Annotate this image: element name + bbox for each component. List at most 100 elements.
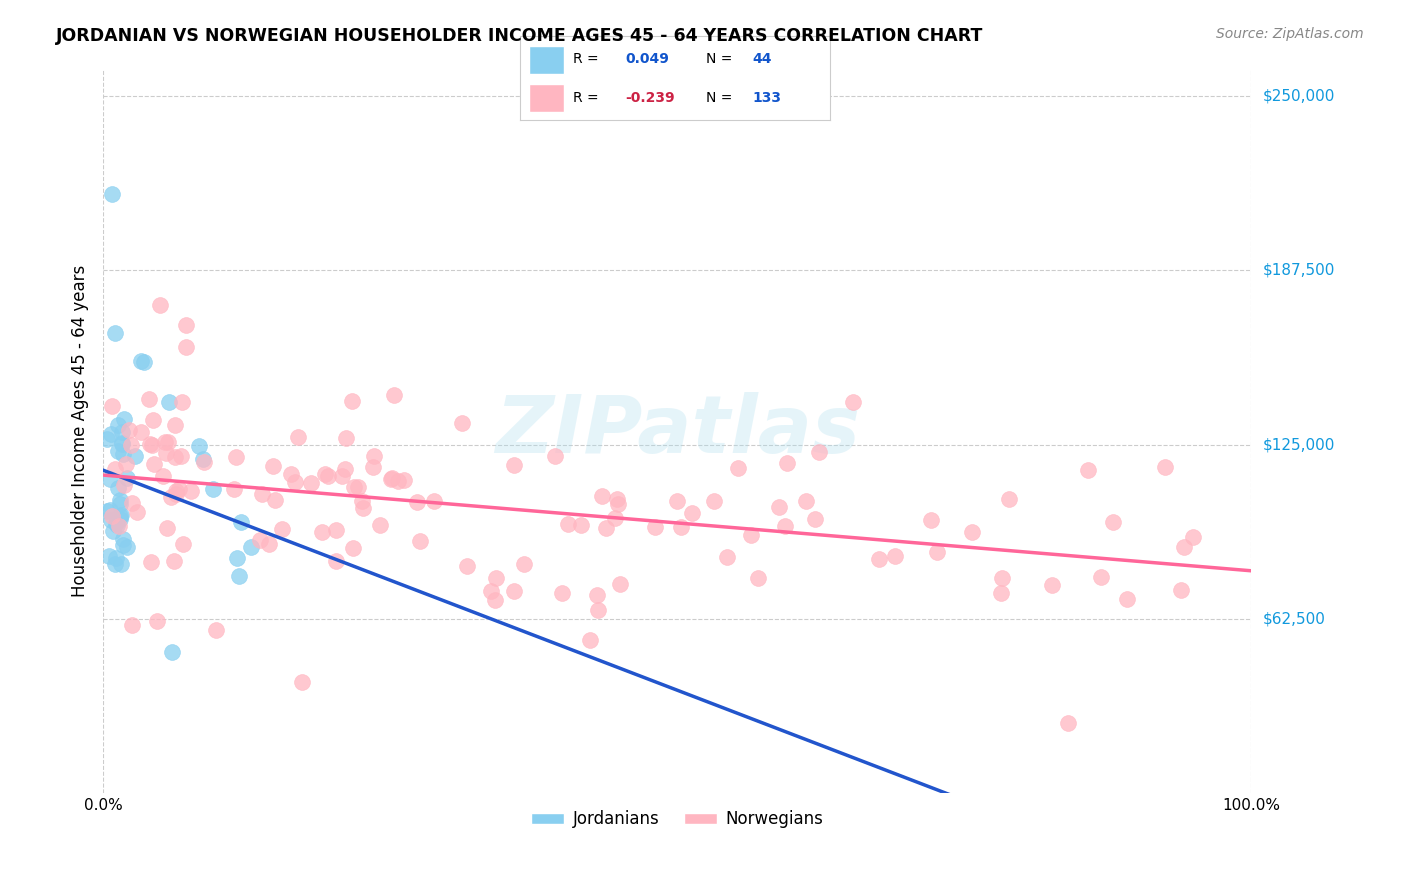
Text: -0.239: -0.239 [626, 91, 675, 104]
Point [925, 545, 948, 559]
Point [579, 633, 602, 648]
Point [1077, 463, 1099, 477]
Point [108, 492, 131, 507]
Point [167, 482, 190, 496]
Point [250, 487, 273, 501]
Point [104, 461, 127, 475]
Point [669, 519, 692, 533]
Point [101, 186, 124, 201]
Point [284, 475, 307, 490]
Point [107, 481, 129, 495]
Point [586, 603, 609, 617]
Point [382, 388, 405, 402]
Point [108, 512, 131, 526]
Point [129, 354, 152, 368]
Point [513, 557, 536, 571]
Point [257, 537, 280, 551]
Point [111, 436, 134, 450]
Point [342, 541, 364, 556]
Point [484, 593, 506, 607]
Point [172, 394, 194, 409]
Point [1170, 583, 1192, 598]
Point [363, 450, 385, 464]
Point [350, 493, 373, 508]
Point [450, 417, 472, 431]
Point [1173, 540, 1195, 554]
Text: R =: R = [572, 53, 599, 66]
Point [146, 614, 169, 628]
Point [330, 468, 353, 483]
Point [316, 469, 339, 483]
FancyBboxPatch shape [530, 45, 564, 74]
Point [773, 519, 796, 533]
Point [157, 435, 180, 450]
Point [110, 557, 132, 571]
Point [165, 483, 187, 498]
Point [557, 517, 579, 532]
Point [551, 586, 574, 600]
Point [132, 354, 155, 368]
Point [920, 513, 942, 527]
Point [381, 470, 404, 484]
Point [142, 457, 165, 471]
Point [591, 489, 613, 503]
Point [112, 411, 135, 425]
Text: 44: 44 [752, 53, 772, 66]
Point [180, 483, 202, 498]
Y-axis label: Householder Income Ages 45 - 64 years: Householder Income Ages 45 - 64 years [72, 264, 89, 597]
Point [997, 492, 1019, 507]
Text: N =: N = [706, 53, 733, 66]
Point [340, 393, 363, 408]
Text: ZIPatlas: ZIPatlas [495, 392, 859, 469]
Point [139, 437, 162, 451]
Point [1102, 515, 1125, 529]
Point [188, 439, 211, 453]
Point [544, 449, 567, 463]
Point [226, 550, 249, 565]
Point [110, 437, 132, 451]
Point [138, 392, 160, 406]
Point [107, 517, 129, 532]
Text: $62,500: $62,500 [1263, 611, 1326, 626]
Point [1154, 460, 1177, 475]
Point [841, 394, 863, 409]
Point [141, 555, 163, 569]
Point [387, 475, 409, 489]
Point [333, 462, 356, 476]
Text: N =: N = [706, 91, 733, 104]
Point [162, 554, 184, 568]
Point [112, 478, 135, 492]
Point [271, 522, 294, 536]
Point [108, 497, 131, 511]
Point [240, 540, 263, 554]
Point [120, 438, 142, 452]
Point [1090, 570, 1112, 584]
Point [569, 517, 592, 532]
Point [228, 569, 250, 583]
Point [291, 675, 314, 690]
Text: Source: ZipAtlas.com: Source: ZipAtlas.com [1216, 27, 1364, 41]
Point [107, 444, 129, 458]
Point [101, 508, 124, 523]
Point [114, 458, 136, 472]
Point [804, 512, 827, 526]
Point [990, 585, 1012, 599]
Point [160, 645, 183, 659]
Point [422, 494, 444, 508]
Point [142, 413, 165, 427]
Point [884, 549, 907, 563]
Point [314, 467, 336, 482]
Point [991, 572, 1014, 586]
Point [666, 493, 689, 508]
Point [96, 504, 118, 518]
Point [343, 480, 366, 494]
Point [479, 583, 502, 598]
Point [224, 482, 246, 496]
Point [165, 417, 187, 432]
Point [392, 473, 415, 487]
Point [131, 425, 153, 440]
Point [111, 447, 134, 461]
Point [644, 520, 666, 534]
Point [280, 467, 302, 481]
Point [141, 438, 163, 452]
